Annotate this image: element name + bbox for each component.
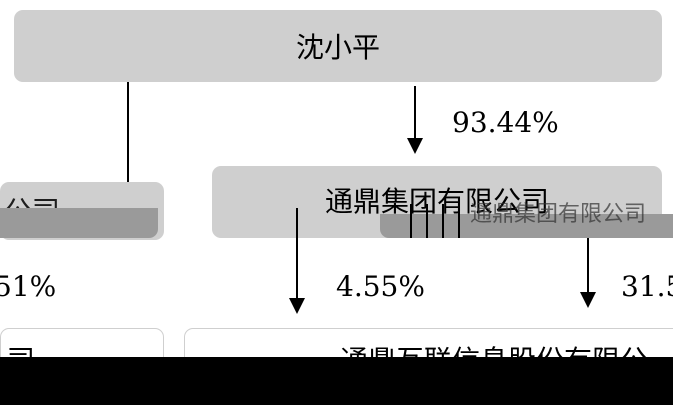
artifact-stroke-3 [442,204,444,238]
occluding-black-bar [0,357,673,405]
artifact-stroke-1 [410,204,412,238]
arrow-top-to-middle-head [407,138,423,154]
pct-left-partial: 51% [0,270,57,303]
arrow-right-to-bottom-head [580,292,596,308]
arrow-top-to-middle-shaft [414,86,416,138]
pct-top-to-middle: 93.44% [452,106,559,139]
arrow-middle-to-bottom-head [289,298,305,314]
node-top-person: 沈小平 [14,10,662,82]
artifact-stroke-4 [458,204,460,238]
middle-box-shadow [380,214,673,238]
arrow-middle-to-bottom-shaft [296,208,298,298]
artifact-stroke-2 [426,204,428,238]
node-top-person-label: 沈小平 [295,31,380,64]
arrow-right-to-bottom-shaft [587,238,589,292]
node-right-company-partial: 通鼎集团有限公司 [470,202,647,227]
pct-middle-to-bottom: 4.55% [336,270,425,303]
left-box-shadow [0,208,158,238]
connector-line-left [127,82,129,204]
pct-right-partial: 31.5 [621,270,673,303]
node-middle-company-label: 通鼎集团有限公司 [324,185,549,218]
